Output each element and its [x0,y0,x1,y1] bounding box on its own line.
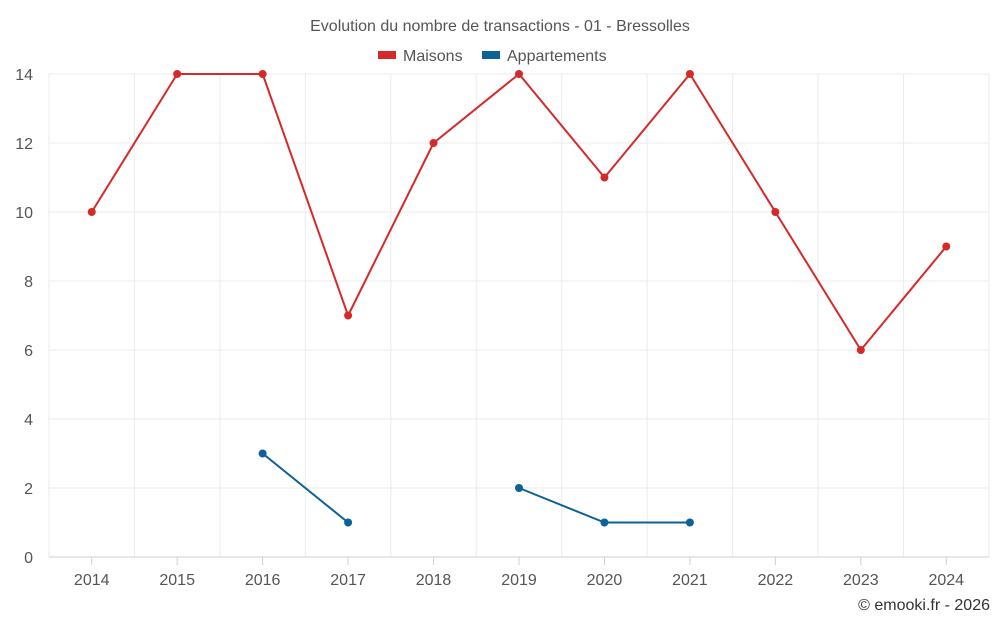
chart-title: Evolution du nombre de transactions - 01… [310,18,690,35]
legend-swatch-maisons [378,51,396,59]
data-point-maisons[interactable] [515,70,523,78]
data-point-maisons[interactable] [856,346,865,354]
data-point-maisons[interactable] [429,139,438,147]
y-tick-label: 8 [24,274,33,291]
x-tick-label: 2016 [245,572,281,589]
data-point-maisons[interactable] [173,70,182,78]
x-tick-label: 2015 [159,572,195,589]
data-point-maisons[interactable] [942,242,951,251]
data-point-maisons[interactable] [771,208,780,216]
data-point-appartements[interactable] [515,484,523,492]
legend-label-appartements: Appartements [507,48,607,65]
x-tick-label: 2019 [501,572,537,589]
y-tick-label: 0 [24,550,33,567]
x-tick-label: 2024 [928,572,964,589]
series-maisons [87,70,951,354]
data-point-appartements[interactable] [344,518,353,527]
y-tick-label: 6 [24,343,33,360]
legend-item-maisons[interactable]: Maisons [378,48,463,65]
legend: Maisons Appartements [378,48,607,65]
legend-item-appartements[interactable]: Appartements [482,48,607,65]
data-point-maisons[interactable] [685,70,694,78]
legend-swatch-appartements [482,51,500,59]
y-tick-label: 12 [15,136,33,153]
x-tick-label: 2017 [330,572,366,589]
x-tick-label: 2021 [672,572,708,589]
legend-label-maisons: Maisons [403,48,463,65]
series-line-appartements [262,452,349,524]
data-point-appartements[interactable] [258,449,267,458]
x-tick-label: 2014 [74,572,110,589]
data-point-maisons[interactable] [258,70,267,78]
x-tick-label: 2022 [758,572,794,589]
data-point-appartements[interactable] [600,518,609,527]
y-tick-label: 10 [15,205,33,222]
series [87,70,951,527]
y-tick-label: 4 [24,412,33,429]
data-point-appartements[interactable] [685,518,694,527]
credit-text: © emooki.fr - 2026 [858,597,990,614]
series-line-appartements [518,487,690,524]
x-tick-label: 2018 [416,572,452,589]
x-tick-label: 2020 [587,572,623,589]
y-tick-label: 14 [15,67,33,84]
y-axis-ticks: 0 2 4 6 8 10 12 14 [15,67,33,567]
x-axis-ticks: 2014 2015 2016 2017 2018 2019 2020 2021 2022 2023… [74,557,964,589]
data-point-maisons[interactable] [344,311,353,320]
y-tick-label: 2 [24,481,33,498]
x-tick-label: 2023 [843,572,879,589]
series-appartements [258,449,694,527]
data-point-maisons[interactable] [600,173,609,182]
data-point-maisons[interactable] [87,208,96,216]
